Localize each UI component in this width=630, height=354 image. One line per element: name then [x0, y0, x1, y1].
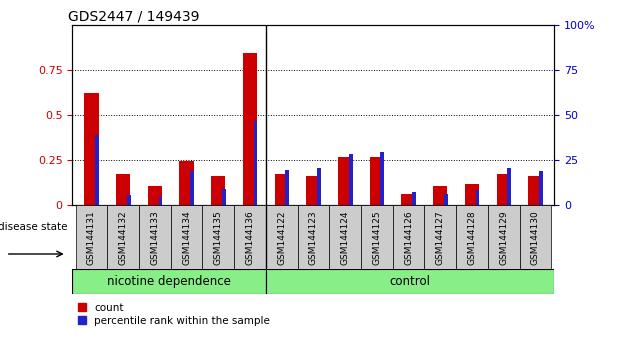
Bar — [370, 156, 384, 205]
Text: GSM144126: GSM144126 — [404, 210, 413, 265]
Bar — [381, 152, 384, 205]
Text: GSM144131: GSM144131 — [87, 210, 96, 265]
Text: GSM144133: GSM144133 — [151, 210, 159, 265]
Bar — [72, 269, 266, 294]
Bar — [190, 171, 194, 205]
Bar — [243, 53, 257, 205]
Bar — [444, 194, 448, 205]
Text: GSM144135: GSM144135 — [214, 210, 223, 265]
Bar — [171, 205, 202, 269]
Bar — [433, 186, 447, 205]
Text: GSM144123: GSM144123 — [309, 210, 318, 265]
Bar — [465, 184, 479, 205]
Bar — [539, 171, 543, 205]
Bar — [76, 205, 107, 269]
Bar — [507, 168, 511, 205]
Bar — [338, 158, 352, 205]
Text: GSM144132: GSM144132 — [118, 210, 128, 265]
Bar — [285, 170, 289, 205]
Bar — [317, 168, 321, 205]
Bar — [425, 205, 456, 269]
Bar — [266, 269, 554, 294]
Bar — [329, 205, 361, 269]
Bar — [95, 135, 99, 205]
Bar — [84, 93, 99, 205]
Bar — [254, 121, 258, 205]
Bar — [412, 192, 416, 205]
Text: GSM144122: GSM144122 — [277, 210, 286, 265]
Text: GSM144136: GSM144136 — [246, 210, 255, 265]
Text: nicotine dependence: nicotine dependence — [107, 275, 231, 288]
Bar — [107, 205, 139, 269]
Bar — [401, 194, 416, 205]
Bar — [275, 174, 289, 205]
Bar — [488, 205, 520, 269]
Bar — [306, 176, 321, 205]
Bar — [476, 190, 479, 205]
Bar — [266, 205, 297, 269]
Text: GSM144128: GSM144128 — [467, 210, 476, 265]
Bar — [211, 176, 226, 205]
Bar — [456, 205, 488, 269]
Bar — [222, 189, 226, 205]
Bar — [528, 176, 542, 205]
Bar — [202, 205, 234, 269]
Text: control: control — [389, 275, 431, 288]
Bar — [148, 186, 162, 205]
Text: GSM144134: GSM144134 — [182, 210, 191, 265]
Bar — [139, 205, 171, 269]
Bar — [297, 205, 329, 269]
Bar — [496, 174, 511, 205]
Bar — [180, 161, 194, 205]
Bar — [234, 205, 266, 269]
Legend: count, percentile rank within the sample: count, percentile rank within the sample — [77, 303, 270, 326]
Bar — [127, 195, 130, 205]
Text: GSM144124: GSM144124 — [341, 210, 350, 265]
Bar — [159, 197, 163, 205]
Text: disease state: disease state — [0, 222, 67, 233]
Text: GSM144127: GSM144127 — [436, 210, 445, 265]
Text: GSM144129: GSM144129 — [499, 210, 508, 265]
Bar — [520, 205, 551, 269]
Bar — [361, 205, 392, 269]
Bar — [392, 205, 425, 269]
Bar — [349, 154, 353, 205]
Bar — [116, 174, 130, 205]
Text: GDS2447 / 149439: GDS2447 / 149439 — [67, 10, 199, 24]
Text: GSM144130: GSM144130 — [531, 210, 540, 265]
Text: GSM144125: GSM144125 — [372, 210, 381, 265]
